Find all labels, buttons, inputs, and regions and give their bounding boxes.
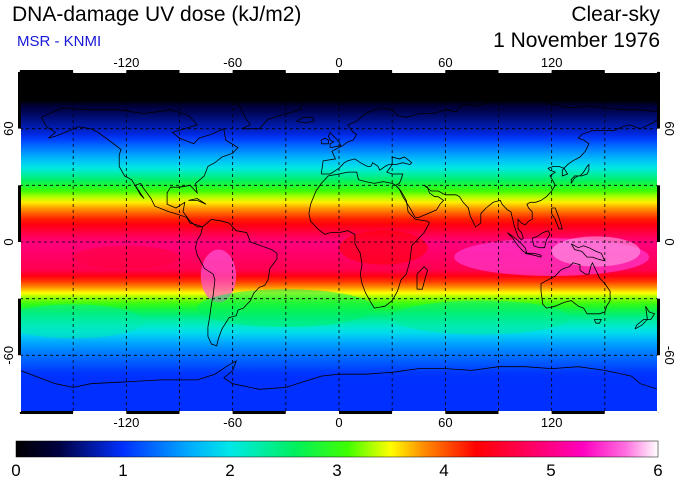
coastline-2 <box>308 171 430 309</box>
latitude-labels-left: 60 0 -60 <box>1 121 16 364</box>
latitude-label: -60 <box>1 346 16 365</box>
frame-tick-top <box>20 70 74 73</box>
dose-region-2 <box>200 249 237 303</box>
frame-tick-top <box>339 70 393 73</box>
coastline-8 <box>213 84 304 130</box>
colorbar-tick-label: 6 <box>653 461 662 480</box>
dose-region-7 <box>20 304 145 339</box>
frame-tick-right <box>657 298 660 356</box>
longitude-label: 60 <box>438 55 452 70</box>
frame-tick-top <box>285 70 339 73</box>
longitude-label: -60 <box>223 55 242 70</box>
frame-tick-left <box>18 128 21 186</box>
frame-tick-bottom <box>20 411 74 414</box>
frame-tick-bottom <box>126 411 180 414</box>
frame-tick-bottom <box>445 411 499 414</box>
frame-tick-left <box>18 242 21 299</box>
frame-tick-top <box>551 70 605 73</box>
latitude-labels-right: 60 0 -60 <box>662 121 677 364</box>
coastline-11 <box>531 230 551 249</box>
longitude-label: -120 <box>113 55 139 70</box>
frame-tick-bottom <box>285 411 339 414</box>
frame-tick-right <box>657 355 660 412</box>
dose-region-3 <box>339 230 428 265</box>
frame-tick-bottom <box>73 411 127 414</box>
colorbar-tick-label: 3 <box>332 461 341 480</box>
colorbar-gradient <box>15 440 659 458</box>
frame-tick-top <box>126 70 180 73</box>
longitude-label: -60 <box>223 415 242 430</box>
latitude-label: -60 <box>662 346 677 365</box>
sky-condition-label: Clear-sky <box>571 3 660 26</box>
frame-tick-left <box>18 185 21 242</box>
frame-tick-bottom <box>604 411 658 414</box>
coastline-0 <box>40 107 239 228</box>
dose-region-6 <box>392 300 570 335</box>
frame-tick-bottom <box>392 411 446 414</box>
coastline-19 <box>296 116 315 124</box>
colorbar-tick-label: 5 <box>546 461 555 480</box>
frame-tick-bars <box>18 70 660 414</box>
longitude-labels-top: -120 -60 0 60 120 <box>113 55 562 70</box>
frame-tick-right <box>657 242 660 299</box>
coastline-3 <box>320 94 658 175</box>
longitude-label: 0 <box>335 55 342 70</box>
frame-tick-right <box>657 185 660 242</box>
longitude-label: 120 <box>541 55 563 70</box>
frame-tick-bottom <box>232 411 286 414</box>
frame-tick-top <box>73 70 127 73</box>
map-title: DNA-damage UV dose (kJ/m2) <box>12 3 302 26</box>
coastline-6 <box>540 261 611 315</box>
coastline-10 <box>525 252 542 258</box>
longitude-label: 0 <box>335 415 342 430</box>
coastline-14 <box>416 266 429 290</box>
dose-region-4 <box>73 245 180 269</box>
date-label: 1 November 1976 <box>493 29 660 52</box>
frame-tick-top <box>179 70 233 73</box>
latitude-label: 60 <box>662 121 677 135</box>
frame-tick-top <box>232 70 286 73</box>
frame-tick-bottom <box>339 411 393 414</box>
coastline-21 <box>551 207 563 230</box>
frame-tick-left <box>18 72 21 129</box>
frame-tick-top <box>604 70 658 73</box>
colorbar-tick-label: 2 <box>225 461 234 480</box>
latitude-label: 0 <box>1 238 16 245</box>
longitude-label: 60 <box>438 415 452 430</box>
frame-tick-top <box>392 70 446 73</box>
frame-tick-bottom <box>179 411 233 414</box>
source-label: MSR - KNMI <box>17 33 102 50</box>
coastline-15 <box>645 305 656 320</box>
colorbar-tick-label: 4 <box>439 461 448 480</box>
frame-tick-top <box>445 70 499 73</box>
coastline-17 <box>327 131 342 148</box>
latitude-label: 0 <box>662 238 677 245</box>
coastline-18 <box>320 137 329 145</box>
frame-tick-left <box>18 355 21 412</box>
longitude-labels-bottom: -120 -60 0 60 120 <box>113 415 562 430</box>
coastline-22 <box>593 319 602 324</box>
gridlines <box>20 72 658 412</box>
coastline-5 <box>395 118 658 241</box>
latitude-label: 60 <box>1 121 16 135</box>
coastline-16 <box>634 319 649 330</box>
coastline-13 <box>570 163 590 184</box>
coastlines <box>20 84 658 390</box>
frame-tick-right <box>657 128 660 186</box>
frame-tick-bottom <box>551 411 605 414</box>
frame-tick-right <box>657 72 660 129</box>
frame-tick-left <box>18 298 21 356</box>
colorbar-tick-label: 1 <box>118 461 127 480</box>
frame-tick-bottom <box>498 411 552 414</box>
colorbar-tick-labels: 0 1 2 3 4 5 6 <box>11 461 662 480</box>
colorbar-tick-label: 0 <box>11 461 20 480</box>
coastline-1 <box>195 218 278 347</box>
uv-dose-map: -120 -60 0 60 120 -120 -60 0 60 120 60 0 -60 60 0 -6… <box>1 55 677 430</box>
coastline-20 <box>188 198 207 205</box>
longitude-label: 120 <box>541 415 563 430</box>
longitude-label: -120 <box>113 415 139 430</box>
frame-tick-top <box>498 70 552 73</box>
